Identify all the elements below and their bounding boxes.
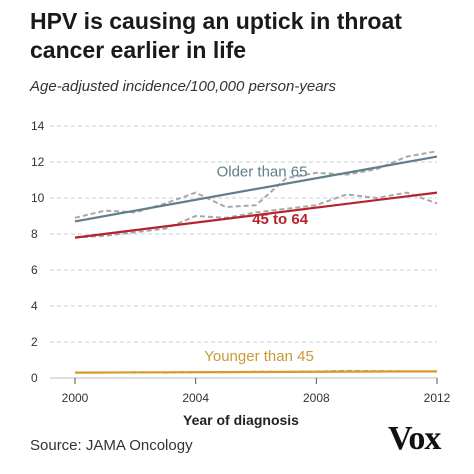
x-tick-label: 2008 <box>303 391 330 405</box>
series-label: Younger than 45 <box>204 348 314 365</box>
series-label: 45 to 64 <box>252 211 309 228</box>
grid-lines <box>50 125 437 343</box>
x-tick-label: 2000 <box>62 391 89 405</box>
x-tick-label: 2012 <box>424 391 451 405</box>
y-tick-label: 12 <box>31 155 45 169</box>
x-tick-label: 2004 <box>182 391 209 405</box>
y-tick-label: 4 <box>31 299 38 313</box>
trend-line <box>74 370 438 374</box>
series <box>74 150 438 374</box>
trend-line <box>74 191 438 239</box>
series-labels: Older than 65 45 to 64 Younger than 45 <box>204 163 314 365</box>
chart-title: HPV is causing an uptick in throat cance… <box>30 8 402 63</box>
y-tick-label: 6 <box>31 263 38 277</box>
chart-subtitle: Age-adjusted incidence/100,000 person-ye… <box>30 78 337 95</box>
y-tick-label: 2 <box>31 335 38 349</box>
y-tick-label: 14 <box>31 119 45 133</box>
x-axis-label: Year of diagnosis <box>183 412 299 428</box>
y-tick-label: 10 <box>31 191 45 205</box>
vox-logo: Vox <box>388 420 441 457</box>
source-note: Source: JAMA Oncology <box>30 437 193 454</box>
trend-line <box>74 155 438 223</box>
y-tick-label: 0 <box>31 371 38 385</box>
axes: 0 2 4 6 8 10 12 14 2000 2004 2008 2012 <box>31 119 451 405</box>
observed-line <box>74 150 438 219</box>
y-tick-label: 8 <box>31 227 38 241</box>
observed-line <box>74 191 438 239</box>
series-label: Older than 65 <box>217 163 308 180</box>
